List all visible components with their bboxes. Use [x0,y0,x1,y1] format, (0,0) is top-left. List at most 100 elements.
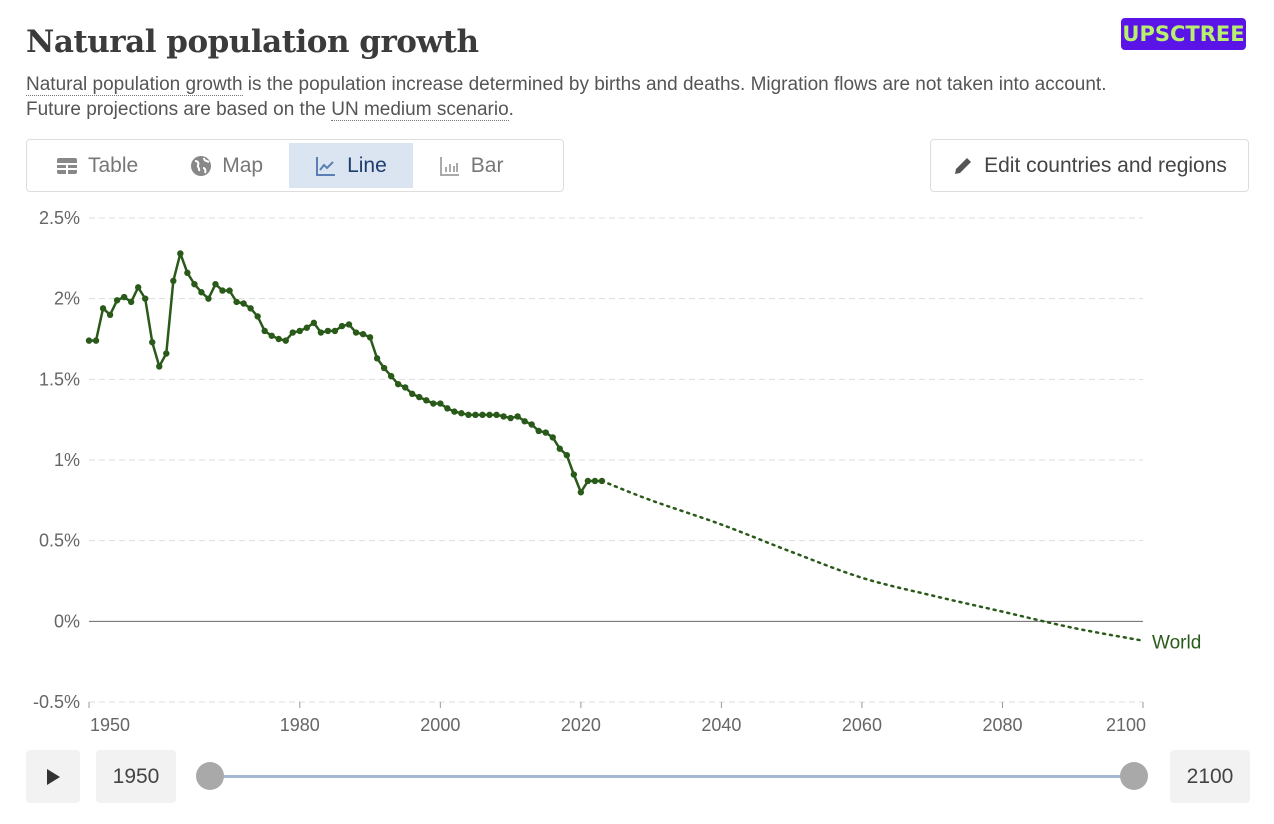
tab-bar-label: Bar [470,153,504,177]
play-button[interactable] [26,750,80,803]
data-point [282,337,289,344]
data-point [289,329,296,336]
data-point [493,411,500,419]
data-point [99,305,107,312]
bar-chart-icon [439,156,459,176]
data-point [85,337,93,344]
data-point [556,445,563,452]
data-point [423,397,430,404]
x-tick-label: 2080 [982,715,1022,735]
subtitle-end: . [508,99,514,120]
data-point [254,313,261,320]
data-point [212,280,219,288]
data-point [303,324,311,331]
data-point [507,414,514,422]
tab-table[interactable]: Table [30,143,164,188]
data-point [142,295,149,302]
data-point [247,305,254,312]
data-point [352,329,360,336]
x-tick-label: 2000 [420,715,460,735]
data-point [92,337,100,344]
data-point [149,339,156,346]
natural-growth-link[interactable]: Natural population growth [26,74,243,96]
x-tick-label: 1950 [90,715,130,735]
data-point [570,471,578,478]
start-handle[interactable] [196,762,224,790]
data-point [156,363,163,370]
data-point [106,311,114,318]
data-point [296,327,303,335]
data-point [563,451,571,459]
y-tick-label: -0.5% [33,692,80,712]
data-point [338,322,346,330]
data-point [226,287,233,294]
x-tick-label: 2020 [561,715,601,735]
data-point [275,335,282,343]
data-point [409,390,416,398]
data-point [240,300,247,307]
start-year: 1950 [96,750,176,803]
y-tick-label: 1% [54,450,80,470]
x-tick-label: 2060 [842,715,882,735]
data-point [331,327,339,335]
data-point [465,411,472,419]
tab-line[interactable]: Line [289,143,413,188]
chart-subtitle: Natural population growth is the populat… [26,72,1166,122]
data-point [514,413,521,420]
data-point [310,319,318,327]
x-tick-label: 2040 [701,715,741,735]
x-tick-label: 2100 [1106,715,1146,735]
edit-countries-button[interactable]: Edit countries and regions [930,139,1249,192]
data-point [373,355,381,362]
data-point [317,329,325,336]
data-point [233,298,240,306]
data-point [591,477,599,485]
end-handle[interactable] [1120,762,1148,790]
subtitle-text: is the population increase determined by… [26,74,1107,120]
tab-map-label: Map [222,153,264,177]
tab-line-label: Line [347,153,387,177]
data-point [345,321,353,328]
data-point [163,350,170,357]
data-point [268,332,275,339]
series-line-projection [600,479,1145,642]
data-point [394,380,402,388]
data-point [444,405,451,412]
y-tick-label: 2.5% [39,208,80,228]
data-point [500,413,507,420]
upsctree-logo: UPSCTREE [1121,18,1246,50]
data-point [521,418,528,425]
data-point [359,330,367,338]
data-point [170,277,177,285]
y-tick-label: 1.5% [39,369,80,389]
tab-table-label: Table [88,153,139,177]
data-point [324,327,332,335]
x-tick-label: 1980 [280,715,320,735]
data-point [205,295,212,302]
globe-icon [191,155,212,176]
data-point [535,427,542,435]
data-point [584,477,592,485]
line-chart-icon [316,156,336,176]
data-point [184,269,191,277]
chart-title: Natural population growth [26,24,479,60]
data-point [577,489,585,496]
pencil-icon [955,157,972,174]
end-year: 2100 [1170,750,1250,803]
data-point [191,280,198,288]
data-point [402,384,409,391]
data-point [437,400,444,407]
y-tick-label: 2% [54,289,80,309]
data-point [387,372,395,380]
data-point [486,411,493,419]
tab-map[interactable]: Map [164,143,289,188]
data-point [528,421,535,428]
edit-countries-label: Edit countries and regions [984,153,1227,177]
un-scenario-link[interactable]: UN medium scenario [331,99,509,121]
data-point [479,411,486,419]
data-point [380,364,388,372]
tab-bar[interactable]: Bar [413,143,530,188]
timeline-track[interactable] [210,775,1134,778]
data-point [366,334,374,341]
